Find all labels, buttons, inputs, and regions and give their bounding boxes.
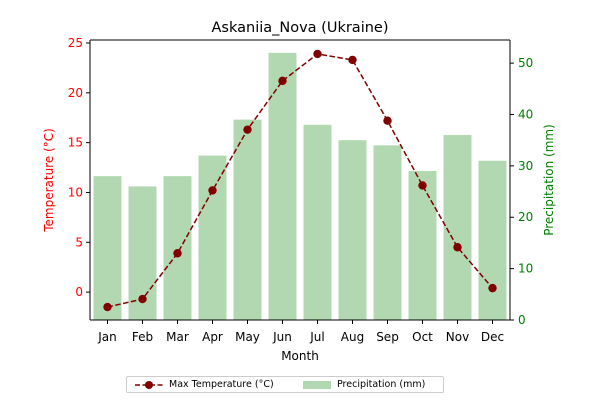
x-tick-label-nov: Nov	[446, 330, 469, 344]
x-tick-label-apr: Apr	[202, 330, 223, 344]
y-axis-right-label: Precipitation (mm)	[542, 124, 556, 236]
temperature-point-dec	[488, 283, 497, 293]
precip-bar-sep	[373, 145, 402, 320]
temperature-point-apr	[208, 186, 217, 195]
temperature-point-aug	[348, 55, 357, 65]
temperature-point-mar	[173, 249, 182, 258]
legend-bar-swatch	[303, 381, 331, 389]
y-left-tick-label: 10	[68, 185, 83, 199]
x-tick-label-jan: Jan	[97, 330, 117, 344]
x-tick-label-sep: Sep	[376, 330, 399, 344]
legend-line-swatch	[135, 381, 163, 389]
precip-bar-may	[233, 119, 262, 320]
temperature-point-may	[243, 125, 252, 134]
x-tick-label-dec: Dec	[481, 330, 504, 344]
x-tick-label-aug: Aug	[341, 330, 364, 344]
precip-bar-oct	[408, 171, 437, 320]
precip-bar-dec	[478, 160, 507, 320]
temperature-point-jun	[278, 76, 287, 86]
temperature-series-line	[107, 53, 494, 308]
temperature-point-feb	[138, 294, 147, 304]
y-axis-left-label: Temperature (°C)	[42, 128, 56, 233]
y-left-tick-label: 5	[75, 235, 83, 249]
precip-bar-jun	[268, 52, 297, 321]
x-tick-label-oct: Oct	[412, 330, 433, 344]
temperature-point-jan	[103, 302, 112, 312]
y-right-tick-label: 0	[518, 313, 526, 327]
y-right-tick-label: 40	[518, 107, 533, 121]
legend-label-temperature: Max Temperature (°C)	[169, 379, 274, 390]
legend-label-precipitation: Precipitation (mm)	[337, 379, 426, 390]
y-left-tick-label: 25	[68, 36, 83, 50]
temperature-line	[103, 49, 497, 312]
temperature-point-nov	[453, 243, 462, 252]
legend: Max Temperature (°C) Precipitation (mm)	[126, 376, 444, 393]
y-right-tick-label: 10	[518, 262, 533, 276]
x-tick-label-jun: Jun	[272, 330, 292, 344]
x-tick-label-feb: Feb	[132, 330, 153, 344]
precip-bar-mar	[163, 176, 192, 320]
temperature-point-jul	[313, 49, 322, 59]
x-tick-label-may: May	[235, 330, 260, 344]
x-tick-label-jul: Jul	[309, 330, 324, 344]
y-right-tick-label: 20	[518, 210, 533, 224]
y-right-tick-label: 50	[518, 56, 533, 70]
precip-bar-apr	[198, 155, 227, 320]
axes: 0 5 10 15 20 25 0 10 20 30 40 50 Jan Feb Mar Apr May Jun J…	[68, 36, 534, 344]
x-tick-label-mar: Mar	[166, 330, 189, 344]
precip-bar-aug	[338, 140, 367, 320]
y-right-tick-label: 30	[518, 159, 533, 173]
temperature-point-sep	[383, 116, 392, 125]
chart-title: Askaniia_Nova (Ukraine)	[212, 20, 389, 36]
y-left-tick-label: 15	[68, 136, 83, 150]
precipitation-bars	[93, 52, 507, 321]
y-left-tick-label: 0	[75, 285, 83, 299]
precip-bar-jul	[303, 124, 332, 320]
y-left-tick-label: 20	[68, 86, 83, 100]
precip-bar-jan	[93, 176, 122, 320]
x-axis-label: Month	[281, 349, 319, 363]
temperature-point-oct	[418, 181, 427, 190]
precip-bar-nov	[443, 135, 472, 320]
